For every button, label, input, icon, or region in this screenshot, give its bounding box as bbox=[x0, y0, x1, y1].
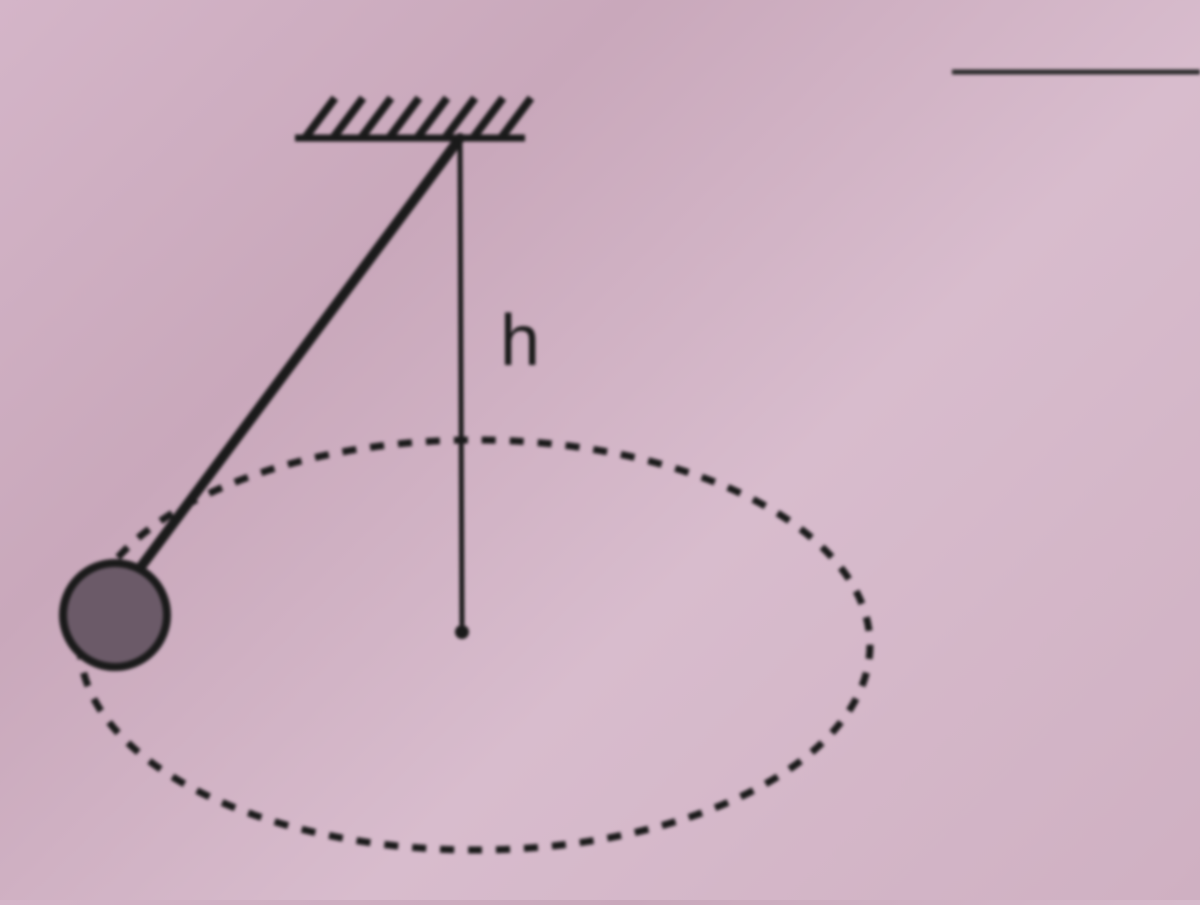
pendulum-bob-icon bbox=[63, 563, 167, 667]
vertical-height-line bbox=[460, 138, 462, 625]
center-point-icon bbox=[455, 625, 469, 639]
pendulum-diagram: h bbox=[0, 0, 1200, 900]
circular-path bbox=[80, 440, 870, 850]
fixed-support-icon bbox=[295, 98, 531, 138]
height-label: h bbox=[500, 300, 540, 382]
pendulum-string bbox=[120, 138, 460, 595]
diagram-svg bbox=[0, 0, 1200, 900]
